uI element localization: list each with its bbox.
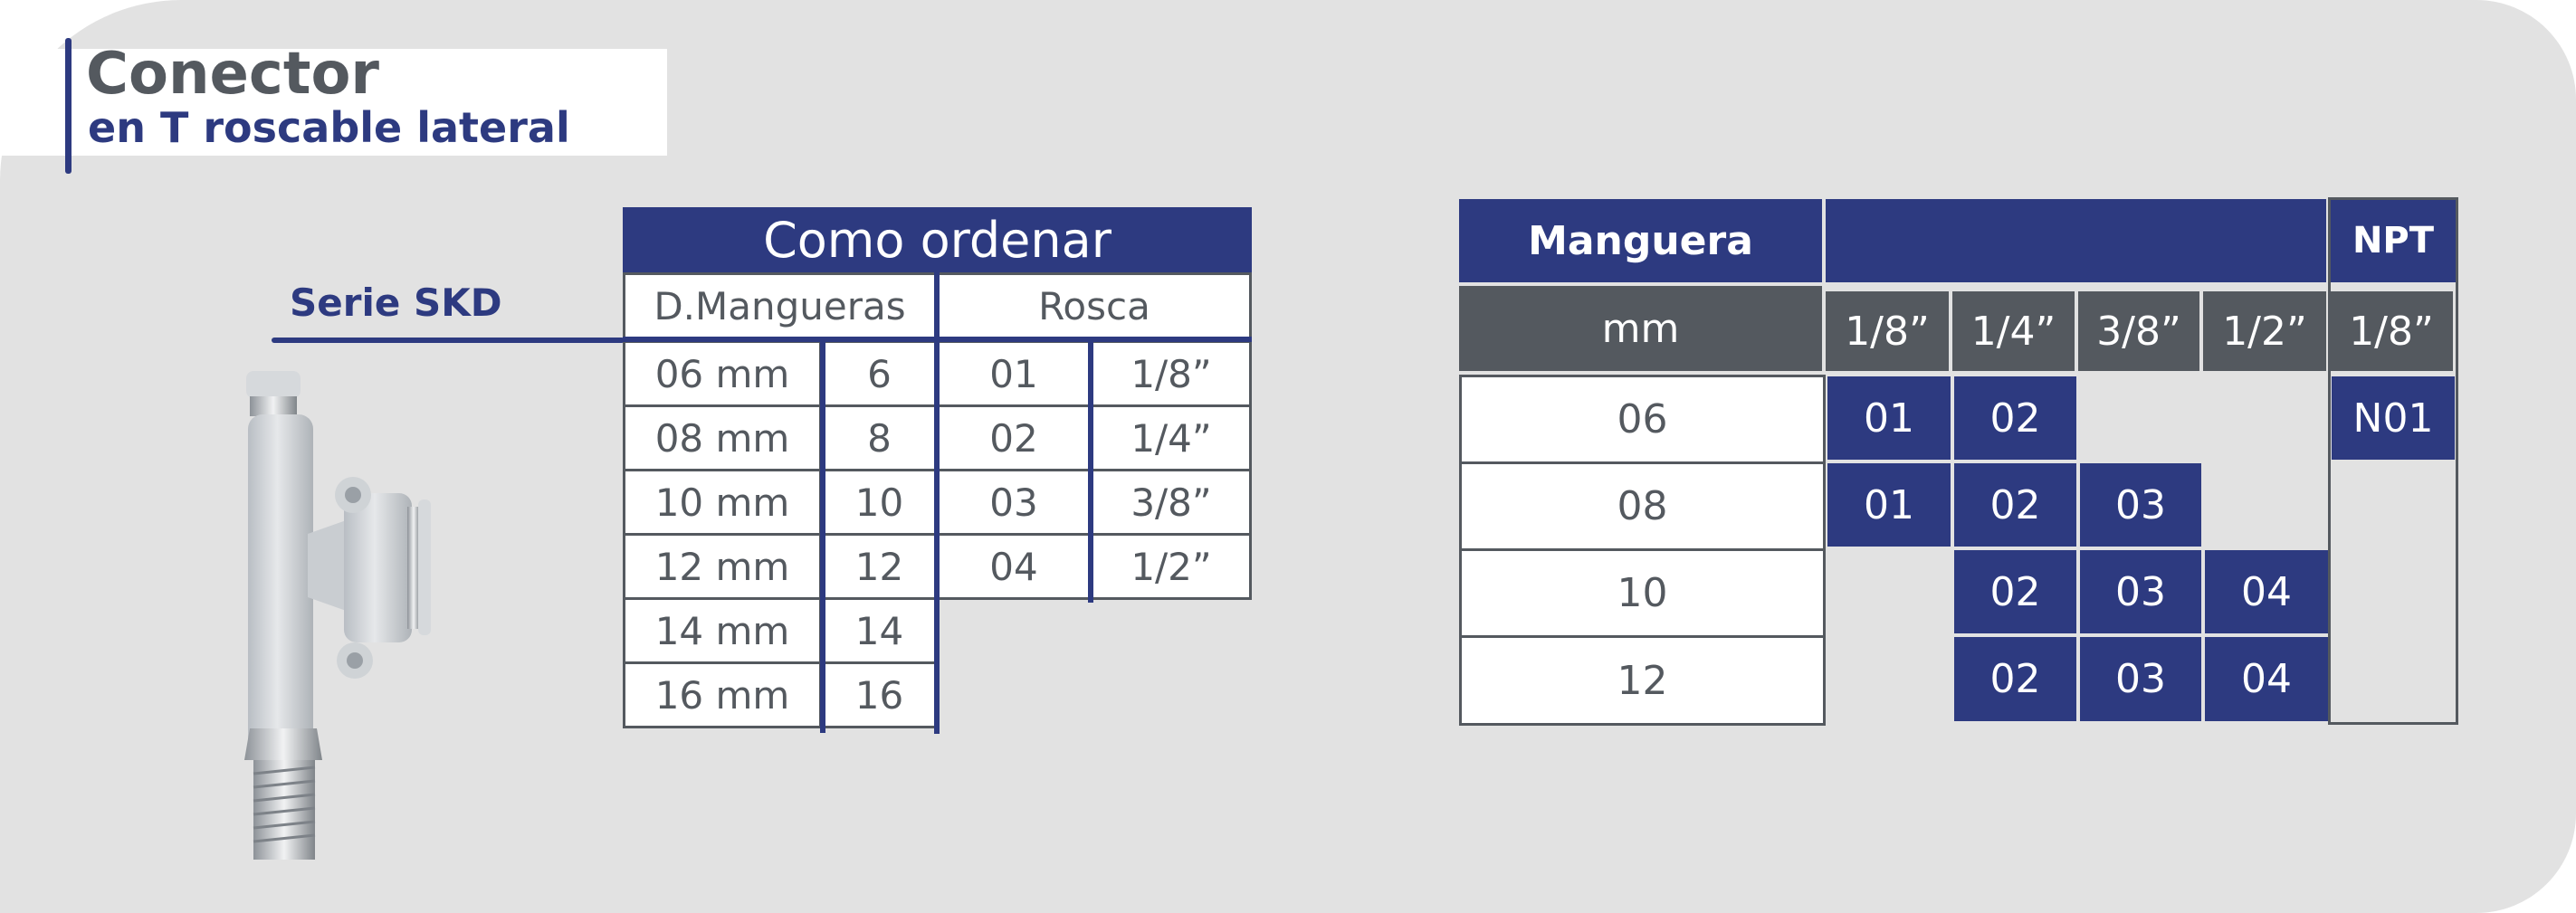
empty-cell [2205, 463, 2328, 547]
empty-cell [2332, 637, 2455, 721]
column-header-hose: D.Mangueras [623, 272, 937, 340]
thread-header: 1/8” [1826, 291, 1949, 371]
title-accent-bar [65, 38, 72, 174]
thread-code-cell: 01 [937, 340, 1091, 407]
part-code-cell: 02 [1954, 637, 2076, 721]
series-label: Serie SKD [290, 281, 502, 325]
hose-code-cell: 16 [822, 661, 937, 728]
thread-code-cell: 02 [937, 404, 1091, 471]
part-code-cell: 03 [2080, 463, 2201, 547]
thread-header: 1/4” [1952, 291, 2075, 371]
divider [934, 272, 940, 734]
hose-row-label: 12 [1459, 635, 1826, 726]
thread-code-cell: 04 [937, 533, 1091, 600]
part-code-cell: 03 [2080, 550, 2201, 633]
series-underline [272, 338, 625, 343]
part-code-cell: 04 [2205, 550, 2328, 633]
npt-column-frame [2328, 197, 2458, 725]
hose-code-cell: 8 [822, 404, 937, 471]
empty-cell [2332, 550, 2455, 633]
thread-header: 1/8” [2330, 291, 2453, 371]
hose-code-cell: 12 [822, 533, 937, 600]
thread-size-cell: 1/4” [1091, 404, 1252, 471]
hose-size-cell: 12 mm [623, 533, 822, 600]
divider [1088, 342, 1093, 603]
hose-code-cell: 10 [822, 469, 937, 536]
empty-cell [2332, 463, 2455, 547]
part-code-cell: 03 [2080, 637, 2201, 721]
hose-size-cell: 10 mm [623, 469, 822, 536]
order-table-title: Como ordenar [623, 207, 1252, 272]
column-header-thread: Rosca [937, 272, 1252, 340]
thread-size-cell: 1/2” [1091, 533, 1252, 600]
part-code-cell: 02 [1954, 550, 2076, 633]
page-subtitle: en T roscable lateral [88, 103, 570, 152]
hose-row-label: 10 [1459, 548, 1826, 638]
hose-code-cell: 6 [822, 340, 937, 407]
thread-header: 1/2” [2203, 291, 2326, 371]
empty-cell [1827, 550, 1951, 633]
divider [820, 342, 825, 733]
unit-label-mm: mm [1459, 286, 1822, 371]
header-manguera: Manguera [1459, 199, 1822, 282]
t-connector-fitting-icon [244, 371, 431, 860]
hose-row-label: 06 [1459, 375, 1826, 464]
title-box [0, 49, 667, 156]
header-npt: NPT [2330, 199, 2457, 282]
page-title: Conector [86, 41, 379, 108]
thread-size-cell: 3/8” [1091, 469, 1252, 536]
part-code-cell: 01 [1827, 376, 1951, 460]
thread-code-cell: 03 [937, 469, 1091, 536]
part-code-cell: N01 [2332, 376, 2455, 460]
hose-code-cell: 14 [822, 597, 937, 664]
part-code-cell: 02 [1954, 376, 2076, 460]
hose-row-label: 08 [1459, 461, 1826, 551]
hose-size-cell: 08 mm [623, 404, 822, 471]
hose-size-cell: 16 mm [623, 661, 822, 728]
thread-size-cell: 1/8” [1091, 340, 1252, 407]
part-code-cell: 01 [1827, 463, 1951, 547]
hose-size-cell: 14 mm [623, 597, 822, 664]
empty-cell [2205, 376, 2328, 460]
part-code-cell: 04 [2205, 637, 2328, 721]
empty-cell [2080, 376, 2201, 460]
header-thread-band [1826, 199, 2326, 282]
hose-size-cell: 06 mm [623, 340, 822, 407]
thread-header: 3/8” [2078, 291, 2199, 371]
empty-cell [1827, 637, 1951, 721]
part-code-cell: 02 [1954, 463, 2076, 547]
